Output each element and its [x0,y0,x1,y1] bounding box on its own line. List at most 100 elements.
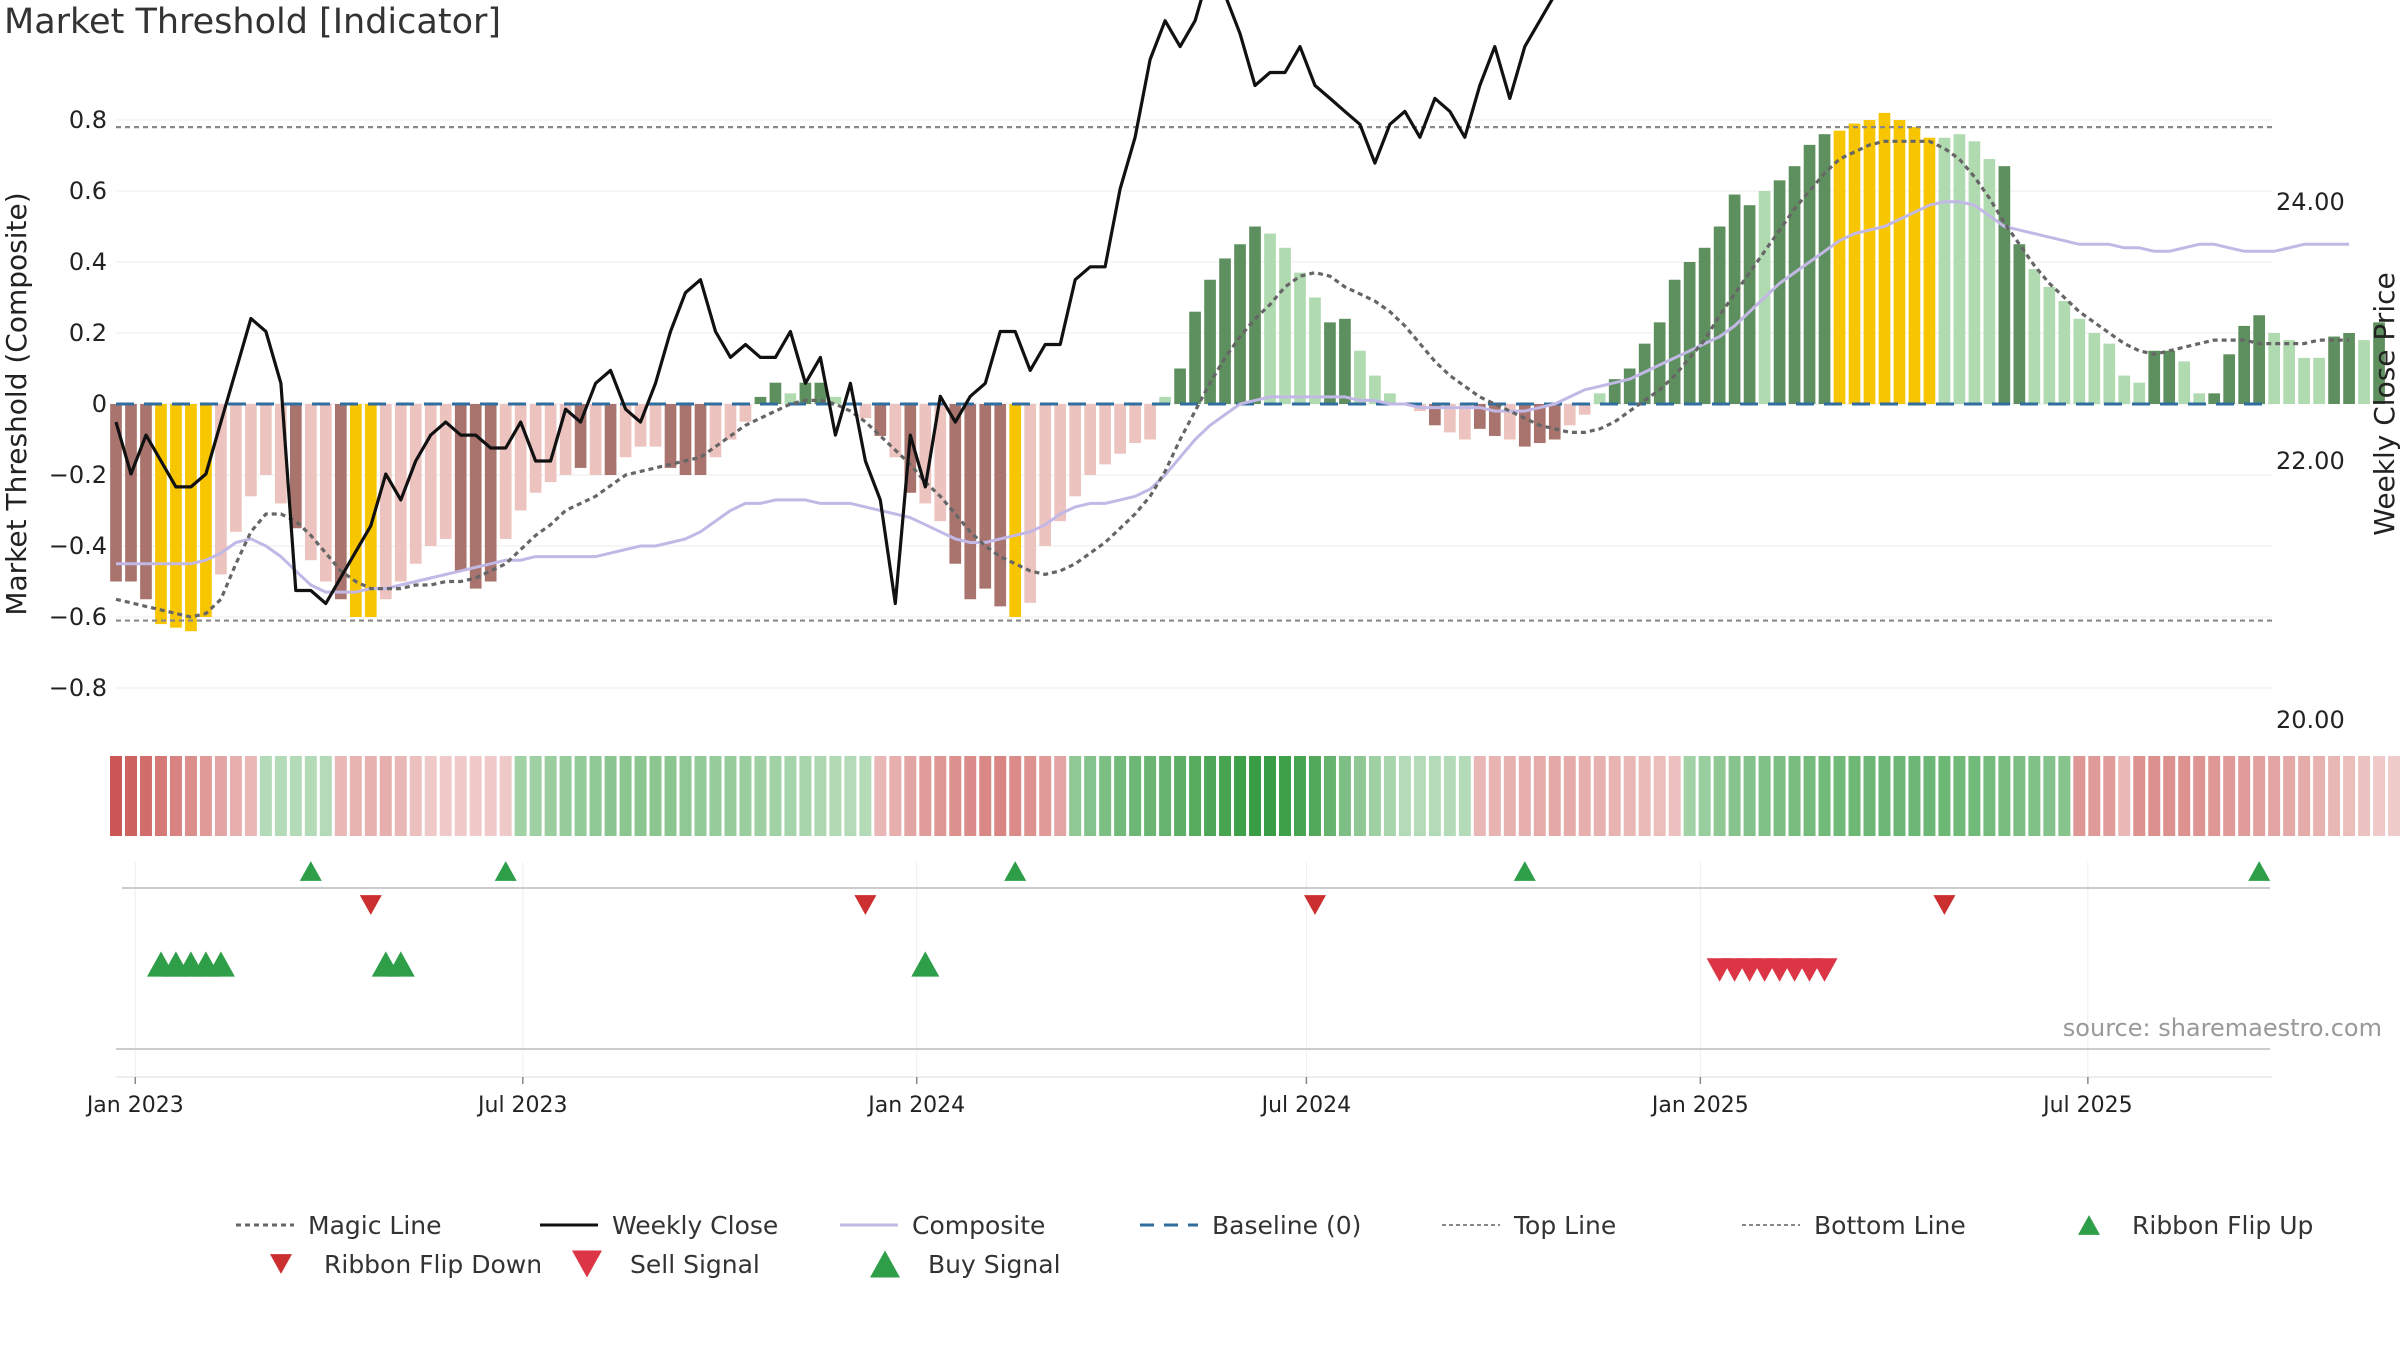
buy-signal-marker [206,951,235,977]
composite-bar [1249,226,1261,404]
ribbon-cell [1698,756,1711,836]
ribbon-cell [889,756,902,836]
composite-bar [2298,357,2310,404]
composite-bar [454,404,467,571]
ribbon-flip-down-marker [854,895,877,915]
ribbon-cell [139,756,152,836]
ribbon-cell [1323,756,1336,836]
ribbon-cell [709,756,722,836]
composite-bar [2028,269,2041,404]
ribbon-cell [199,756,212,836]
composite-bar [1863,120,1876,404]
y-tick-label: −0.4 [49,532,107,560]
ribbon-cell [1938,756,1951,836]
ribbon-cell [1863,756,1876,836]
ribbon-cell [1413,756,1426,836]
composite-bar [2118,375,2131,404]
composite-bar [364,404,377,617]
ribbon-cell [214,756,227,836]
ribbon-cell [679,756,692,836]
ribbon-cell [1533,756,1546,836]
x-tick-label: Jan 2024 [866,1093,965,1118]
composite-bar [544,404,557,483]
ribbon-cell [1728,756,1741,836]
composite-bar [2328,336,2340,404]
composite-bar [529,404,542,493]
composite-bar [2073,318,2086,404]
composite-bar [754,396,767,404]
ribbon-cell [1788,756,1801,836]
ribbon-cell [2163,756,2176,836]
legend-label-bottom: Bottom Line [1814,1211,1966,1240]
ribbon-cell [1024,756,1037,836]
composite-bar [1294,272,1306,404]
composite-bar [1384,393,1396,404]
composite-bar [290,404,302,529]
composite-bar [1084,404,1097,475]
ribbon-cell [1668,756,1681,836]
ribbon-cell [484,756,497,836]
composite-bar [1309,297,1321,404]
ribbon-cell [439,756,452,836]
composite-bar [1593,393,1606,404]
ribbon-flip-down-marker [1933,895,1956,915]
composite-bar [1174,368,1186,404]
ribbon-cell [739,756,752,836]
ribbon-cell [724,756,737,836]
composite-bar [484,404,497,582]
ribbon-cell [1773,756,1786,836]
composite-bar [349,404,362,617]
ribbon-cell [859,756,872,836]
ribbon-cell [1548,756,1561,836]
x-tick-label: Jul 2024 [1260,1093,1352,1118]
ribbon-cell [769,756,782,836]
composite-bar [634,404,647,447]
composite-bar [1189,311,1201,404]
composite-bar [1953,134,1966,404]
composite-bar [769,382,782,404]
ribbon-cell [1473,756,1486,836]
composite-bar [2163,350,2176,404]
ribbon-cell [544,756,557,836]
composite-bar [1488,404,1501,436]
ribbon-cell [2328,756,2341,836]
composite-bar [964,404,977,600]
composite-bar [155,404,167,625]
ribbon-flip-up-marker [2248,861,2271,881]
ribbon-flip-up-marker [494,861,517,881]
composite-bar [2358,340,2370,404]
ribbon-cell [844,756,857,836]
ribbon-cell [2043,756,2056,836]
ribbon-cell [994,756,1007,836]
composite-bar [2223,354,2236,404]
composite-bar [170,404,182,628]
ribbon-cell [2358,756,2371,836]
ribbon-cell [1368,756,1381,836]
legend-swatch-buy [870,1250,900,1278]
y2-tick-label: 20.00 [2276,706,2345,734]
ribbon-cell [1084,756,1097,836]
composite-bar [1938,137,1951,404]
ribbon-cell [124,756,137,836]
composite-bar [1219,258,1231,404]
ribbon-cell [469,756,482,836]
y-tick-label: −0.6 [49,603,107,631]
legend-swatch-flip_up [2078,1215,2100,1235]
composite-bar [1264,233,1276,404]
ribbon-cell [1578,756,1591,836]
x-tick-label: Jul 2025 [2041,1093,2133,1118]
ribbon-cell [604,756,617,836]
composite-bar [2253,315,2265,404]
ribbon-flip-down-marker [1304,895,1326,915]
composite-bar [1653,322,1666,404]
ribbon-cell [1638,756,1651,836]
composite-bar [1623,368,1636,404]
ribbon-cell [2148,756,2161,836]
composite-bar [1878,112,1891,405]
composite-bar [1204,279,1216,404]
ribbon-cell [1249,756,1262,836]
ribbon-flip-down-marker [359,895,382,915]
ribbon-cell [1593,756,1606,836]
composite-bar [1009,404,1022,617]
ribbon-cell [1908,756,1921,836]
